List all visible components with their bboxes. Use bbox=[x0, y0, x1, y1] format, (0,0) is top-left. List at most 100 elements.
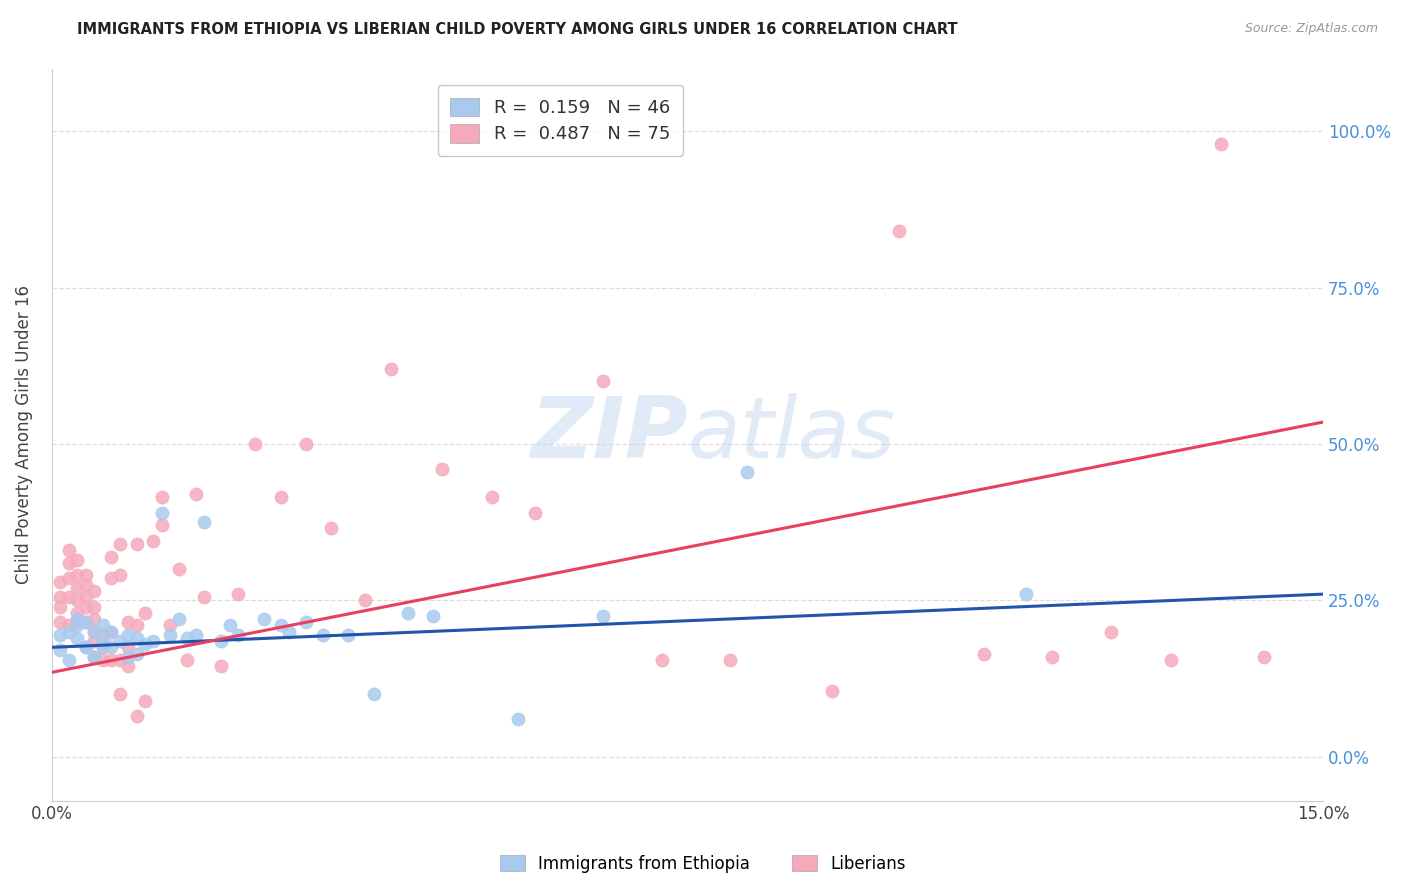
Point bbox=[889, 224, 911, 238]
Point bbox=[209, 634, 232, 648]
Text: IMMIGRANTS FROM ETHIOPIA VS LIBERIAN CHILD POVERTY AMONG GIRLS UNDER 16 CORRELAT: IMMIGRANTS FROM ETHIOPIA VS LIBERIAN CHI… bbox=[77, 22, 957, 37]
Point bbox=[218, 618, 240, 632]
Point bbox=[117, 659, 139, 673]
Point bbox=[117, 640, 139, 655]
Point bbox=[83, 634, 105, 648]
Point bbox=[91, 628, 114, 642]
Point bbox=[83, 584, 105, 599]
Point bbox=[592, 609, 614, 624]
Point bbox=[66, 552, 89, 566]
Point bbox=[58, 572, 80, 586]
Point bbox=[83, 624, 105, 639]
Point bbox=[75, 640, 97, 655]
Point bbox=[83, 649, 105, 664]
Point bbox=[337, 628, 360, 642]
Point bbox=[184, 628, 207, 642]
Point bbox=[91, 653, 114, 667]
Point bbox=[253, 612, 276, 626]
Point bbox=[49, 591, 72, 605]
Point bbox=[150, 518, 173, 533]
Point bbox=[321, 521, 343, 535]
Point bbox=[91, 640, 114, 655]
Point bbox=[380, 362, 402, 376]
Point bbox=[523, 506, 546, 520]
Point bbox=[295, 615, 318, 630]
Point bbox=[125, 537, 148, 551]
Point bbox=[176, 631, 198, 645]
Point bbox=[75, 615, 97, 630]
Point bbox=[83, 599, 105, 614]
Point bbox=[270, 490, 292, 504]
Point bbox=[58, 618, 80, 632]
Point bbox=[430, 462, 453, 476]
Point bbox=[75, 578, 97, 592]
Point bbox=[506, 712, 529, 726]
Point bbox=[100, 549, 122, 564]
Point bbox=[49, 574, 72, 589]
Point bbox=[83, 612, 105, 626]
Point bbox=[193, 591, 215, 605]
Point bbox=[354, 593, 377, 607]
Point bbox=[91, 634, 114, 648]
Point bbox=[66, 631, 89, 645]
Point bbox=[1015, 587, 1038, 601]
Text: Source: ZipAtlas.com: Source: ZipAtlas.com bbox=[1244, 22, 1378, 36]
Point bbox=[396, 606, 419, 620]
Point bbox=[1253, 649, 1275, 664]
Point bbox=[83, 649, 105, 664]
Point bbox=[108, 634, 131, 648]
Point bbox=[134, 693, 156, 707]
Point bbox=[58, 556, 80, 570]
Point bbox=[100, 624, 122, 639]
Point bbox=[167, 612, 190, 626]
Point bbox=[58, 543, 80, 558]
Point bbox=[159, 628, 181, 642]
Point bbox=[58, 591, 80, 605]
Point bbox=[134, 606, 156, 620]
Point bbox=[150, 506, 173, 520]
Point bbox=[49, 599, 72, 614]
Point bbox=[422, 609, 444, 624]
Point bbox=[66, 606, 89, 620]
Point bbox=[49, 643, 72, 657]
Point bbox=[125, 618, 148, 632]
Point bbox=[66, 568, 89, 582]
Point bbox=[66, 615, 89, 630]
Legend: Immigrants from Ethiopia, Liberians: Immigrants from Ethiopia, Liberians bbox=[494, 848, 912, 880]
Point bbox=[125, 709, 148, 723]
Point bbox=[295, 437, 318, 451]
Point bbox=[226, 628, 249, 642]
Point bbox=[58, 653, 80, 667]
Point bbox=[58, 624, 80, 639]
Point bbox=[91, 618, 114, 632]
Point bbox=[117, 649, 139, 664]
Point bbox=[651, 653, 673, 667]
Point bbox=[91, 640, 114, 655]
Point bbox=[117, 628, 139, 642]
Point bbox=[66, 593, 89, 607]
Point bbox=[312, 628, 335, 642]
Point bbox=[209, 659, 232, 673]
Point bbox=[142, 533, 165, 548]
Text: atlas: atlas bbox=[688, 393, 896, 476]
Point bbox=[1211, 136, 1233, 151]
Point bbox=[363, 687, 385, 701]
Point bbox=[973, 647, 995, 661]
Point bbox=[243, 437, 266, 451]
Point bbox=[167, 562, 190, 576]
Point bbox=[481, 490, 503, 504]
Point bbox=[193, 515, 215, 529]
Point bbox=[735, 465, 758, 479]
Point bbox=[1099, 624, 1122, 639]
Point bbox=[150, 490, 173, 504]
Point bbox=[718, 653, 741, 667]
Point bbox=[159, 618, 181, 632]
Point bbox=[108, 537, 131, 551]
Point bbox=[66, 581, 89, 595]
Point bbox=[75, 591, 97, 605]
Point bbox=[108, 687, 131, 701]
Point bbox=[100, 653, 122, 667]
Point bbox=[278, 624, 301, 639]
Text: ZIP: ZIP bbox=[530, 393, 688, 476]
Point bbox=[142, 634, 165, 648]
